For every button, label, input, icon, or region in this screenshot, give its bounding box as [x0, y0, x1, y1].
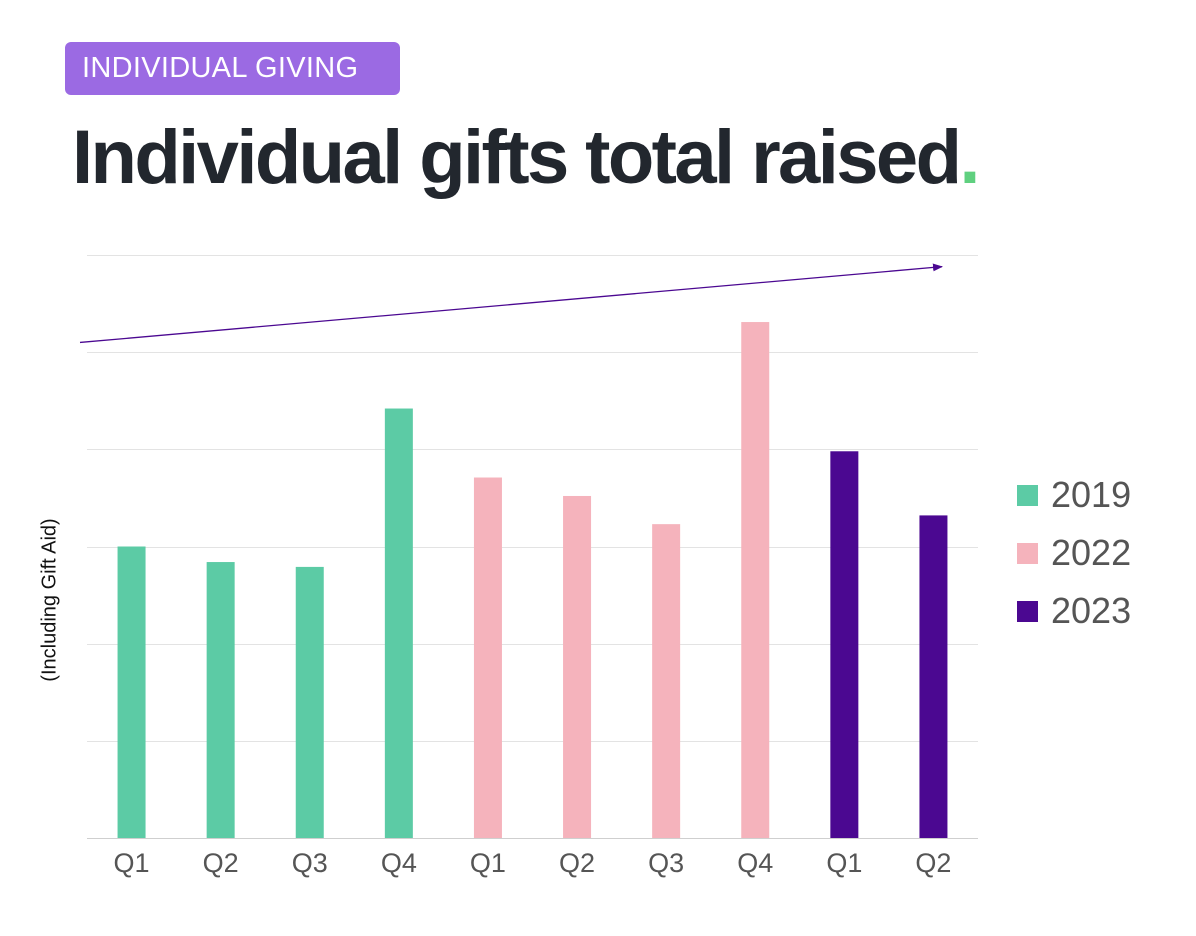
bars — [117, 322, 948, 838]
category-badge-label: INDIVIDUAL GIVING — [82, 52, 359, 84]
legend: 2019 2022 2023 — [1017, 466, 1131, 640]
bar-2019-q4 — [384, 408, 413, 838]
x-tick-label: Q4 — [381, 848, 417, 878]
title-dot: . — [959, 115, 980, 200]
x-tick-label: Q1 — [114, 848, 150, 878]
x-tick-label: Q1 — [470, 848, 506, 878]
legend-swatch — [1017, 484, 1038, 506]
x-tick-label: Q3 — [648, 848, 684, 878]
bar-2022-q1 — [473, 477, 502, 838]
bar-2019-q3 — [295, 566, 324, 838]
x-tick-label: Q2 — [203, 848, 239, 878]
legend-item-2023: 2023 — [1017, 582, 1131, 640]
x-tick-label: Q2 — [915, 848, 951, 878]
legend-item-2022: 2022 — [1017, 524, 1131, 582]
bar-2019-q2 — [206, 562, 235, 838]
bar-2022-q3 — [652, 524, 681, 838]
x-tick-label: Q2 — [559, 848, 595, 878]
legend-swatch — [1017, 542, 1038, 564]
bar-2022-q2 — [563, 495, 592, 838]
page-title-text: Individual gifts total raised — [72, 115, 962, 200]
legend-label: 2023 — [1051, 590, 1132, 631]
legend-swatch — [1017, 600, 1038, 622]
page-title: Individual gifts total raised. — [72, 110, 980, 206]
bar-2023-q2 — [919, 515, 948, 838]
trend-arrow — [79, 263, 943, 344]
bar-2022-q4 — [741, 322, 770, 838]
x-tick-label: Q4 — [737, 848, 773, 878]
trend-arrow-line — [79, 263, 943, 344]
x-tick-label: Q1 — [826, 848, 862, 878]
category-badge: INDIVIDUAL GIVING — [65, 42, 400, 95]
legend-label: 2019 — [1051, 474, 1132, 515]
legend-label: 2022 — [1051, 532, 1132, 573]
grid-lines — [87, 255, 978, 839]
x-tick-label: Q3 — [292, 848, 328, 878]
bar-2023-q1 — [830, 451, 859, 838]
x-tick-labels: Q1 Q2 Q3 Q4 Q1 Q2 Q3 Q4 Q1 Q2 — [114, 848, 952, 878]
legend-item-2019: 2019 — [1017, 466, 1131, 524]
bar-2019-q1 — [117, 546, 146, 838]
